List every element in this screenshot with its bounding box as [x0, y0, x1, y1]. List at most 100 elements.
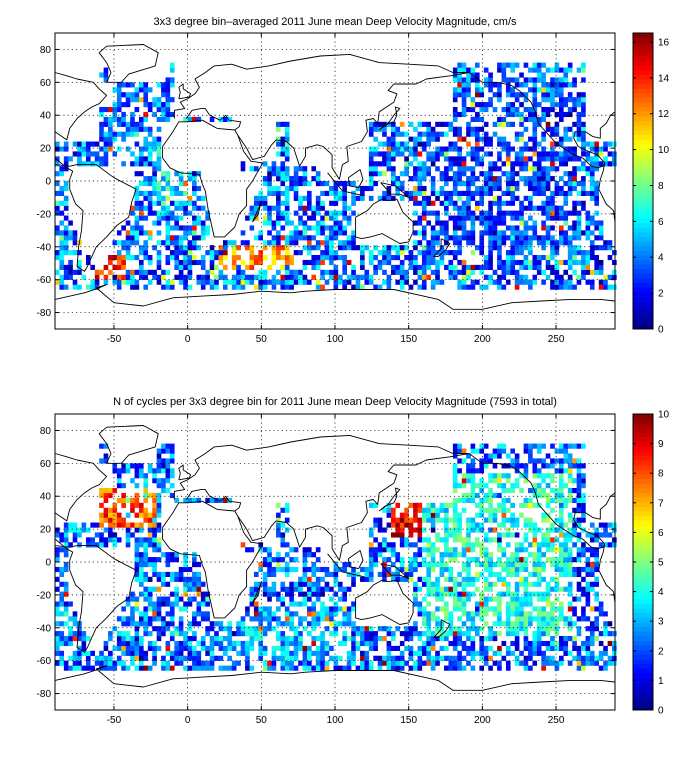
- heatmap-cell: [103, 488, 109, 494]
- heatmap-cell: [519, 146, 524, 152]
- heatmap-cell: [528, 502, 533, 508]
- heatmap-cell: [324, 235, 330, 241]
- heatmap-cell: [108, 141, 113, 147]
- heatmap-cell: [143, 626, 149, 632]
- heatmap-cell: [368, 566, 374, 573]
- heatmap-cell: [528, 279, 533, 285]
- heatmap-cell: [116, 483, 122, 489]
- heatmap-cell: [262, 611, 268, 617]
- heatmap-cell: [528, 488, 533, 494]
- heatmap-cell: [514, 626, 520, 632]
- heatmap-cell: [554, 606, 560, 612]
- heatmap-cell: [200, 255, 206, 261]
- heatmap-cell: [130, 279, 135, 285]
- heatmap-cell: [324, 640, 330, 647]
- heatmap-cell: [536, 161, 542, 167]
- heatmap-cell: [559, 443, 564, 449]
- heatmap-cell: [514, 483, 520, 489]
- heatmap-cell: [377, 264, 383, 270]
- heatmap-cell: [156, 166, 162, 172]
- heatmap-cell: [545, 631, 551, 637]
- heatmap-cell: [519, 463, 524, 469]
- heatmap-cell: [612, 284, 617, 290]
- heatmap-cell: [161, 240, 166, 246]
- heatmap-cell: [470, 146, 476, 152]
- heatmap-cell: [377, 161, 383, 167]
- heatmap-cell: [404, 645, 409, 651]
- heatmap-cell: [514, 156, 520, 162]
- heatmap-cell: [139, 468, 144, 474]
- heatmap-cell: [391, 562, 396, 568]
- heatmap-cell: [479, 210, 485, 216]
- heatmap-cell: [130, 116, 135, 122]
- heatmap-cell: [72, 636, 78, 642]
- heatmap-cell: [320, 591, 325, 597]
- heatmap-cell: [298, 586, 303, 592]
- heatmap-cell: [417, 190, 423, 196]
- heatmap-cell: [452, 463, 458, 469]
- heatmap-cell: [280, 566, 286, 573]
- heatmap-cell: [108, 136, 113, 142]
- heatmap-cell: [501, 566, 507, 573]
- heatmap-cell: [368, 576, 374, 582]
- heatmap-cell: [461, 606, 467, 612]
- heatmap-cell: [492, 473, 498, 479]
- heatmap-cell: [320, 576, 325, 582]
- heatmap-cell: [116, 517, 122, 523]
- heatmap-cell: [63, 250, 69, 256]
- heatmap-cell: [408, 542, 414, 548]
- heatmap-cell: [466, 497, 471, 503]
- heatmap-cell: [576, 483, 582, 489]
- heatmap-cell: [360, 650, 365, 656]
- heatmap-cell: [563, 269, 569, 275]
- heatmap-cell: [572, 230, 577, 236]
- heatmap-cell: [483, 185, 489, 192]
- heatmap-cell: [324, 279, 330, 285]
- heatmap-cell: [231, 631, 237, 637]
- heatmap-cell: [298, 621, 303, 627]
- heatmap-cell: [576, 532, 582, 538]
- heatmap-cell: [121, 502, 126, 508]
- heatmap-cell: [112, 665, 118, 671]
- heatmap-cell: [373, 136, 378, 142]
- heatmap-cell: [536, 611, 542, 617]
- heatmap-cell: [461, 102, 467, 108]
- heatmap-cell: [271, 650, 277, 656]
- colorbar-segment: [633, 301, 653, 307]
- colorbar-tick-label: 4: [658, 253, 664, 264]
- heatmap-cell: [169, 111, 175, 118]
- heatmap-cell: [218, 626, 224, 632]
- heatmap-cell: [475, 102, 480, 108]
- heatmap-cell: [231, 259, 237, 266]
- heatmap-cell: [360, 640, 365, 647]
- heatmap-cell: [567, 245, 573, 251]
- heatmap-cell: [572, 97, 577, 103]
- heatmap-cell: [581, 200, 586, 206]
- heatmap-cell: [536, 255, 542, 261]
- heatmap-cell: [108, 259, 113, 266]
- heatmap-cell: [240, 650, 246, 656]
- colorbar-segment: [633, 176, 653, 182]
- heatmap-cell: [452, 131, 458, 137]
- heatmap-cell: [545, 483, 551, 489]
- heatmap-cell: [284, 636, 290, 642]
- heatmap-cell: [519, 274, 524, 280]
- heatmap-cell: [315, 225, 321, 231]
- heatmap-cell: [567, 156, 573, 162]
- heatmap-cell: [192, 225, 197, 231]
- heatmap-cell: [470, 250, 476, 256]
- heatmap-cell: [391, 631, 396, 637]
- heatmap-cell: [227, 279, 233, 285]
- heatmap-cell: [444, 250, 449, 256]
- heatmap-cell: [523, 547, 529, 553]
- heatmap-cell: [183, 200, 188, 206]
- heatmap-cell: [289, 616, 294, 622]
- heatmap-cell: [417, 171, 423, 177]
- heatmap-cell: [262, 255, 268, 261]
- heatmap-cell: [563, 156, 569, 162]
- heatmap-cell: [497, 537, 502, 543]
- heatmap-cell: [280, 121, 286, 127]
- heatmap-cell: [519, 566, 524, 573]
- heatmap-cell: [63, 200, 69, 206]
- heatmap-cell: [200, 645, 206, 651]
